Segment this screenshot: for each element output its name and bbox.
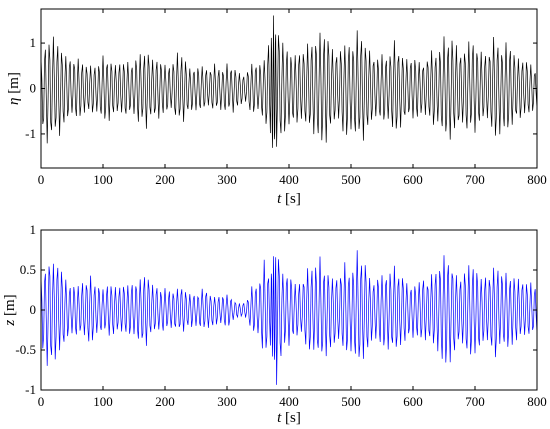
x-tick-label: 0 bbox=[38, 394, 45, 409]
x-tick-label: 300 bbox=[217, 172, 237, 187]
y-tick-label: 0.5 bbox=[20, 262, 36, 277]
x-tick-label: 100 bbox=[93, 172, 113, 187]
y-axis-unit: [m] bbox=[2, 294, 18, 319]
y-axis-symbol: z bbox=[2, 320, 18, 327]
x-axis-unit: [s] bbox=[281, 191, 301, 207]
plot-frame bbox=[40, 8, 538, 169]
x-tick-label: 600 bbox=[403, 394, 423, 409]
x-tick-label: 200 bbox=[155, 394, 175, 409]
x-tick-label: 700 bbox=[465, 172, 485, 187]
x-tick-label: 100 bbox=[93, 394, 113, 409]
y-tick-label: 1 bbox=[30, 35, 37, 50]
y-tick-label: 1 bbox=[30, 222, 37, 237]
series-line bbox=[40, 15, 538, 148]
x-tick-label: 400 bbox=[279, 394, 299, 409]
plot-frame bbox=[40, 229, 538, 391]
x-tick-label: 300 bbox=[217, 394, 237, 409]
y-tick-label: 0 bbox=[30, 302, 37, 317]
x-tick-label: 0 bbox=[38, 172, 45, 187]
x-axis-unit: [s] bbox=[281, 410, 301, 426]
bottom-chart-z: 0 100 200 300 400 500 600 700 800 -1 -0.5 0 0.5 1 t [s… bbox=[2, 222, 547, 426]
y-tick-label: -0.5 bbox=[15, 342, 36, 357]
x-axis-symbol: t bbox=[277, 410, 282, 426]
x-axis-symbol: t bbox=[277, 191, 282, 207]
x-tick-label: 600 bbox=[403, 172, 423, 187]
x-tick-label: 500 bbox=[341, 394, 361, 409]
y-axis-label: η [m] bbox=[6, 72, 22, 105]
x-tick-label: 800 bbox=[527, 172, 547, 187]
x-tick-label: 400 bbox=[279, 172, 299, 187]
x-axis-label: t [s] bbox=[277, 410, 301, 426]
top-chart-eta: 0 100 200 300 400 500 600 700 800 -1 0 1 t [s] η [m] bbox=[6, 8, 547, 207]
x-tick-label: 200 bbox=[155, 172, 175, 187]
x-tick-label: 700 bbox=[465, 394, 485, 409]
y-axis-label: z [m] bbox=[2, 294, 18, 326]
y-tick-label: 0 bbox=[30, 81, 37, 96]
y-tick-label: -1 bbox=[25, 126, 36, 141]
y-axis-unit: [m] bbox=[6, 72, 22, 97]
y-tick-label: -1 bbox=[25, 382, 36, 397]
x-tick-label: 500 bbox=[341, 172, 361, 187]
series-line bbox=[40, 250, 538, 385]
x-tick-label: 800 bbox=[527, 394, 547, 409]
x-axis-label: t [s] bbox=[277, 191, 301, 207]
y-axis-symbol: η bbox=[6, 97, 22, 104]
